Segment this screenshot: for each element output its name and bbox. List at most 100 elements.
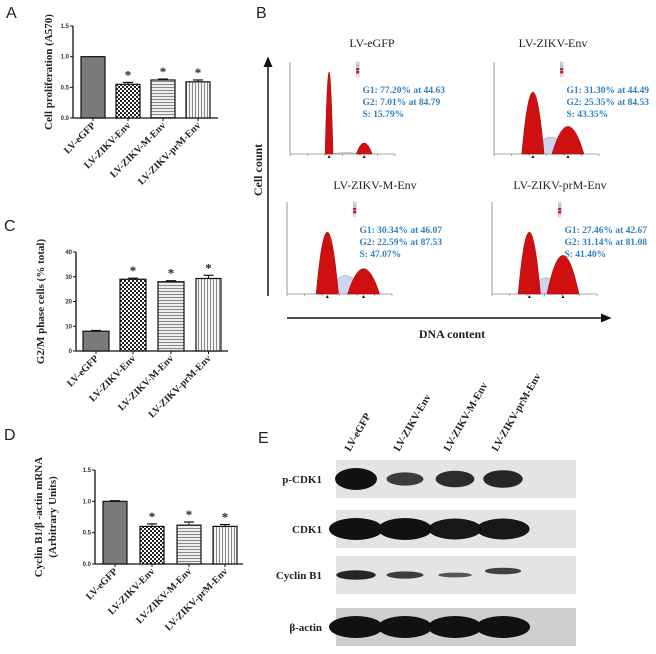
legend-swatch <box>558 201 562 205</box>
legend-swatch <box>356 73 360 77</box>
legend-swatch <box>356 70 360 74</box>
significance-star: * <box>160 64 167 79</box>
g2-annotation: G2: 31.14% at 81.08 <box>564 238 647 248</box>
protein-band <box>438 572 472 578</box>
category-label: LV-ZIKV-prM-Env <box>136 120 203 187</box>
g1-marker <box>527 295 531 298</box>
significance-star: * <box>186 507 193 522</box>
protein-band <box>476 518 530 540</box>
g1-annotation: G1: 31.30% at 44.49 <box>566 86 649 96</box>
s-annotation: S: 15.79% <box>362 110 404 120</box>
g2m-phase-chart: 0 10 20 30 40 G2/M phase cells (% total) LV-eG… <box>35 239 228 420</box>
legend-swatch <box>353 204 357 208</box>
s-annotation: S: 41.40% <box>564 250 606 260</box>
g2-peak <box>347 268 380 295</box>
category-label: LV-ZIKV-prM-Env <box>147 353 214 420</box>
y-axis-label: Cell proliferation (A570) <box>43 14 55 130</box>
bar <box>195 277 222 352</box>
protein-band <box>329 518 383 540</box>
legend-swatch <box>558 204 562 208</box>
legend-swatch <box>356 67 360 71</box>
western-blot-panel: LV-eGFP LV-ZIKV-Env LV-ZIKV-M-Env LV-ZIKV-p… <box>276 371 576 646</box>
bar <box>82 330 110 352</box>
g2-peak <box>355 142 373 155</box>
panel-label-e: E <box>258 430 269 447</box>
bar <box>150 79 176 119</box>
blot-row: Cyclin B1 <box>276 556 576 594</box>
g1-marker <box>325 295 329 298</box>
bar <box>80 56 106 119</box>
flow-cytometry-panel: Cell count DNA content LV-eGFP G1: 77.20%… <box>251 36 649 341</box>
blot-row-label: β-actin <box>289 622 322 634</box>
protein-band <box>329 616 383 638</box>
bar <box>102 500 128 565</box>
y-tick-label: 20 <box>65 300 72 306</box>
bar <box>212 525 238 565</box>
g1-peak <box>521 91 545 155</box>
category-label: LV-ZIKV-prM-Env <box>163 566 230 633</box>
legend-swatch <box>353 210 357 214</box>
significance-star: * <box>125 67 132 82</box>
protein-band <box>428 518 482 540</box>
flow-histogram: LV-ZIKV-Env G1: 31.30% at 44.49 G2: 25.35%… <box>493 36 649 158</box>
protein-band <box>335 468 377 490</box>
cell-count-label: Cell count <box>251 144 265 196</box>
y-tick-label: 1.5 <box>61 24 70 30</box>
cell-proliferation-chart: 0.0 0.5 1.0 1.5 Cell proliferation (A570) LV-… <box>43 14 218 187</box>
y-tick-label: 1.0 <box>83 499 92 505</box>
cyclin-b1-mrna-chart: 0.0 0.5 1.0 1.5 Cyclin B1/β -actin mRNA (Arbi… <box>33 457 243 633</box>
legend-swatch <box>560 64 564 68</box>
y-tick-label: 1.0 <box>61 55 70 61</box>
lane-label: LV-ZIKV-Env <box>392 392 434 454</box>
bar <box>119 278 147 352</box>
significance-star: * <box>222 510 229 525</box>
legend-swatch <box>558 213 562 217</box>
y-tick-label: 0.0 <box>83 562 92 568</box>
histogram-title: LV-ZIKV-prM-Env <box>513 178 606 192</box>
protein-band <box>386 472 424 486</box>
significance-star: * <box>168 266 175 281</box>
bar <box>157 281 185 352</box>
s-annotation: S: 47.07% <box>359 250 401 260</box>
legend-swatch <box>558 210 562 214</box>
flow-histogram: LV-ZIKV-prM-Env G1: 27.46% at 42.67 G2: 31… <box>491 178 647 298</box>
legend-swatch <box>558 207 562 211</box>
g1-annotation: G1: 30.34% at 46.07 <box>359 226 442 236</box>
g2-peak <box>551 126 585 155</box>
g2-annotation: G2: 25.35% at 84.53 <box>566 98 649 108</box>
y-tick-label: 0.5 <box>61 85 70 91</box>
significance-star: * <box>205 260 212 275</box>
histogram-title: LV-ZIKV-M-Env <box>333 178 416 192</box>
protein-band <box>476 616 530 638</box>
panel-label-a: A <box>6 5 17 22</box>
protein-band <box>386 571 424 579</box>
bar <box>185 81 211 119</box>
panel-label-c: C <box>4 218 16 235</box>
y-axis-label: G2/M phase cells (% total) <box>35 239 47 365</box>
y-axis-label: Cyclin B1/β -actin mRNA <box>33 457 45 577</box>
lane-label: LV-ZIKV-prM-Env <box>490 371 544 453</box>
g1-peak <box>517 231 541 295</box>
g1-peak <box>324 72 334 155</box>
histogram-title: LV-ZIKV-Env <box>519 36 588 50</box>
blot-row: p-CDK1 <box>282 460 576 498</box>
legend-swatch <box>560 61 564 65</box>
protein-band <box>428 616 482 638</box>
flow-histogram: LV-ZIKV-M-Env G1: 30.34% at 46.07 G2: 22.5… <box>286 178 442 298</box>
blot-row: β-actin <box>289 608 576 646</box>
protein-band <box>484 567 522 575</box>
protein-band <box>483 470 523 488</box>
significance-star: * <box>149 509 156 524</box>
panel-label-b: B <box>256 5 267 22</box>
lane-label: LV-ZIKV-M-Env <box>442 380 491 453</box>
protein-band <box>336 570 376 580</box>
flow-histogram: LV-eGFP G1: 77.20% at 44.63 G2: 7.01% at 8… <box>289 36 445 158</box>
g1-peak <box>315 231 339 295</box>
y-axis-label-units: (Arbitrary Units) <box>47 476 59 558</box>
protein-band <box>378 518 432 540</box>
protein-band <box>435 470 475 488</box>
g2-peak <box>546 255 580 295</box>
blot-row-label: Cyclin B1 <box>276 570 322 582</box>
y-tick-label: 0.5 <box>83 531 92 537</box>
